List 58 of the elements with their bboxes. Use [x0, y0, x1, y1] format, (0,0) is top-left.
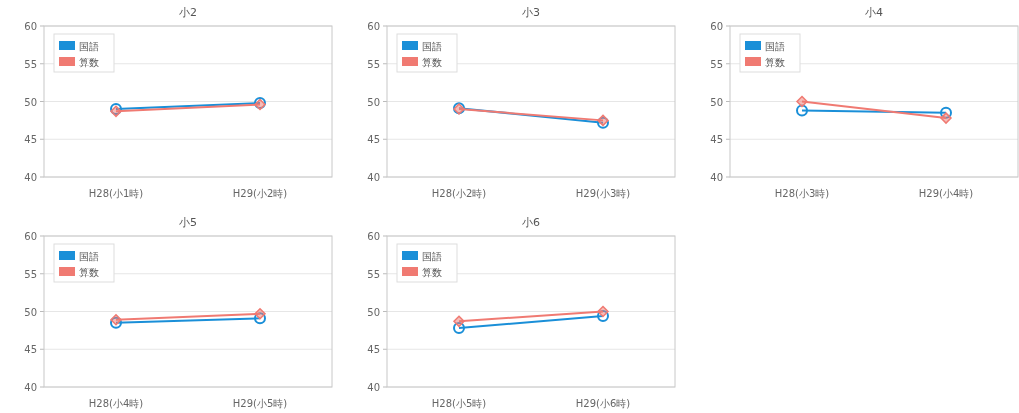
point: [940, 106, 952, 119]
chart-title: 小4: [865, 6, 883, 19]
y-tick-label: 55: [710, 58, 723, 70]
y-tick-label: 60: [710, 21, 723, 32]
y-tick-label: 40: [367, 172, 380, 183]
y-tick-label: 50: [367, 96, 380, 108]
y-tick-label: 60: [367, 231, 380, 242]
point: [796, 104, 808, 117]
y-tick-label: 60: [367, 21, 380, 32]
y-tick-label: 40: [24, 172, 37, 183]
x-tick-label: H29(小4時): [918, 188, 974, 199]
chart-title: 小6: [522, 216, 540, 229]
y-tick-label: 50: [710, 96, 723, 108]
y-tick-label: 45: [367, 134, 380, 146]
legend-label: 算数: [79, 267, 99, 278]
legend-label: 国語: [422, 41, 442, 52]
x-tick-label: H29(小6時): [575, 398, 631, 409]
legend-label: 国語: [79, 41, 99, 52]
legend-label: 国語: [422, 251, 442, 262]
point: [597, 305, 609, 318]
y-tick-label: 45: [367, 344, 380, 356]
legend-label: 算数: [422, 57, 442, 68]
y-tick-label: 50: [367, 306, 380, 318]
legend-label: 国語: [765, 41, 785, 52]
y-tick-label: 60: [24, 21, 37, 32]
y-tick-label: 45: [24, 344, 37, 356]
point: [597, 310, 609, 323]
x-tick-label: H28(小3時): [774, 188, 830, 199]
y-tick-label: 40: [24, 382, 37, 393]
y-tick-label: 50: [24, 306, 37, 318]
legend-label: 国語: [79, 251, 99, 262]
legend-label: 算数: [422, 267, 442, 278]
x-tick-label: H28(小1時): [88, 188, 144, 199]
point: [453, 315, 465, 328]
x-tick-label: H28(小4時): [88, 398, 144, 409]
y-tick-label: 40: [367, 382, 380, 393]
y-tick-label: 55: [24, 58, 37, 70]
y-tick-label: 45: [710, 134, 723, 146]
point: [940, 112, 952, 124]
y-tick-label: 60: [24, 231, 37, 242]
x-tick-label: H29(小3時): [575, 188, 631, 199]
legend-label: 算数: [765, 57, 785, 68]
chart-title: 小2: [179, 6, 197, 19]
legend-label: 算数: [79, 57, 99, 68]
point: [796, 95, 808, 108]
chart-title: 小5: [179, 216, 197, 229]
x-tick-label: H29(小2時): [232, 188, 288, 199]
y-tick-label: 40: [710, 172, 723, 183]
x-tick-label: H28(小2時): [431, 188, 487, 199]
point: [453, 322, 465, 335]
y-tick-label: 55: [24, 268, 37, 280]
y-tick-label: 55: [367, 268, 380, 280]
y-tick-label: 50: [24, 96, 37, 108]
y-tick-label: 55: [367, 58, 380, 70]
x-tick-label: H28(小5時): [431, 398, 487, 409]
y-tick-label: 45: [24, 134, 37, 146]
x-tick-label: H29(小5時): [232, 398, 288, 409]
chart-title: 小3: [522, 6, 540, 19]
